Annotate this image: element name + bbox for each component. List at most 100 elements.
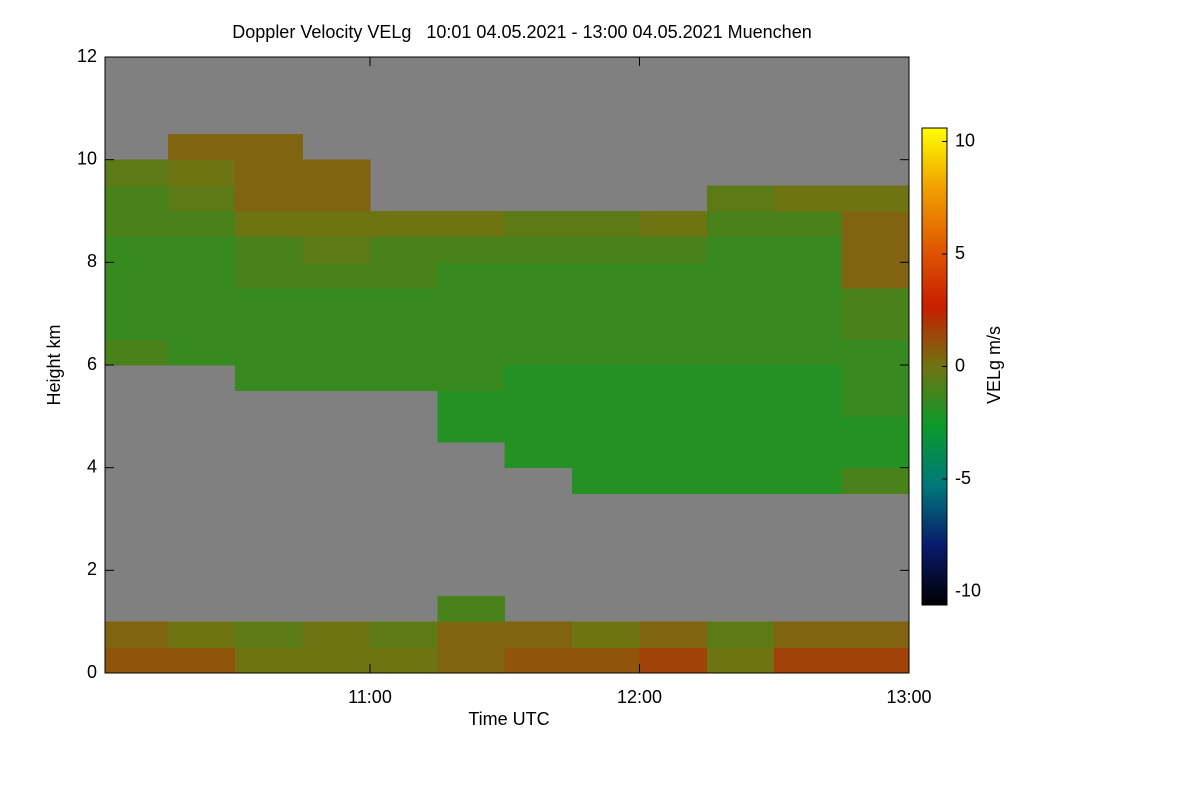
heatmap-cell — [841, 185, 910, 212]
heatmap-cell — [706, 313, 775, 340]
heatmap-cell — [841, 339, 910, 366]
heatmap-cell — [235, 134, 304, 161]
heatmap-cell — [235, 313, 304, 340]
heatmap-cell — [572, 288, 640, 315]
heatmap-cell — [235, 365, 304, 392]
heatmap-cell — [504, 442, 573, 469]
heatmap-cell — [302, 236, 371, 263]
y-axis-label: Height km — [44, 324, 64, 405]
heatmap-cell — [774, 365, 843, 392]
heatmap-cell — [504, 288, 573, 315]
heatmap-cell — [841, 442, 910, 469]
heatmap-cell — [706, 288, 775, 315]
colorbar-tick-label: -5 — [955, 468, 971, 488]
heatmap-cell — [369, 365, 438, 392]
heatmap-cell — [167, 211, 236, 238]
heatmap-cell — [302, 159, 371, 186]
heatmap-cell — [504, 390, 573, 417]
heatmap-cell — [572, 621, 640, 648]
heatmap-cell — [105, 339, 169, 366]
heatmap-cell — [774, 313, 843, 340]
heatmap-cell — [167, 236, 236, 263]
heatmap-cell — [302, 339, 371, 366]
heatmap-cell — [105, 647, 169, 674]
heatmap-cell — [774, 467, 843, 494]
heatmap-cell — [235, 288, 304, 315]
heatmap-cell — [105, 262, 169, 289]
x-tick-label: 11:00 — [348, 687, 392, 707]
heatmap-cell — [841, 647, 910, 674]
heatmap-cell — [105, 236, 169, 263]
heatmap-cell — [841, 262, 910, 289]
heatmap-cell — [774, 339, 843, 366]
colorbar-tick-label: -10 — [955, 580, 981, 600]
heatmap-cell — [706, 647, 775, 674]
heatmap-cell — [235, 647, 304, 674]
heatmap-cell — [841, 416, 910, 443]
heatmap-cell — [841, 236, 910, 263]
y-tick-label: 12 — [77, 46, 97, 66]
heatmap-cell — [369, 621, 438, 648]
heatmap-cell — [774, 288, 843, 315]
heatmap-cell — [167, 262, 236, 289]
heatmap-cell — [841, 211, 910, 238]
heatmap-cell — [572, 339, 640, 366]
heatmap-cell — [706, 390, 775, 417]
heatmap-cell — [504, 236, 573, 263]
y-tick-label: 0 — [87, 662, 97, 682]
heatmap-cell — [302, 621, 371, 648]
y-tick-label: 8 — [87, 251, 97, 271]
heatmap-cell — [437, 339, 506, 366]
heatmap-cell — [105, 185, 169, 212]
heatmap-cell — [504, 339, 573, 366]
heatmap-cell — [437, 647, 506, 674]
heatmap-cell — [774, 236, 843, 263]
heatmap-cell — [639, 339, 708, 366]
heatmap-cell — [639, 390, 708, 417]
heatmap-cell — [841, 365, 910, 392]
heatmap-cell — [706, 416, 775, 443]
heatmap-cell — [639, 288, 708, 315]
x-tick-label: 12:00 — [617, 687, 662, 707]
heatmap-cell — [235, 236, 304, 263]
y-tick-label: 6 — [87, 354, 97, 374]
heatmap-cell — [639, 647, 708, 674]
heatmap-cell — [841, 288, 910, 315]
heatmap-cell — [706, 211, 775, 238]
heatmap-cell — [369, 288, 438, 315]
heatmap-cell — [841, 390, 910, 417]
heatmap-cell — [235, 262, 304, 289]
heatmap-cell — [302, 313, 371, 340]
y-tick-label: 4 — [87, 456, 97, 476]
heatmap-cell — [706, 339, 775, 366]
heatmap-cell — [167, 159, 236, 186]
heatmap-cell — [706, 185, 775, 212]
heatmap-cell — [774, 442, 843, 469]
heatmap-cell — [706, 621, 775, 648]
heatmap-cell — [235, 185, 304, 212]
heatmap-cell — [639, 467, 708, 494]
heatmap-cell — [841, 313, 910, 340]
heatmap-cell — [437, 390, 506, 417]
chart-title: Doppler Velocity VELg 10:01 04.05.2021 -… — [232, 22, 811, 42]
heatmap-cell — [369, 211, 438, 238]
x-tick-label: 13:00 — [886, 687, 931, 707]
heatmap-cell — [437, 365, 506, 392]
heatmap-cell — [369, 236, 438, 263]
heatmap-cell — [639, 442, 708, 469]
heatmap-cell — [639, 621, 708, 648]
heatmap-cell — [639, 365, 708, 392]
heatmap-cell — [369, 313, 438, 340]
heatmap-cell — [504, 262, 573, 289]
heatmap-cell — [774, 262, 843, 289]
heatmap-cell — [572, 236, 640, 263]
heatmap-cell — [167, 288, 236, 315]
heatmap-cell — [437, 211, 506, 238]
heatmap-cell — [774, 416, 843, 443]
heatmap-cell — [504, 647, 573, 674]
heatmap-cell — [774, 211, 843, 238]
heatmap-cell — [504, 211, 573, 238]
heatmap-cell — [841, 467, 910, 494]
heatmap-cell — [437, 288, 506, 315]
